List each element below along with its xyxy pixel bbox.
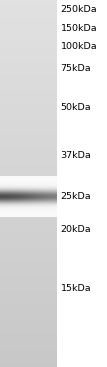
Text: 15kDa: 15kDa bbox=[60, 284, 91, 292]
Text: 37kDa: 37kDa bbox=[60, 152, 91, 160]
Text: 250kDa: 250kDa bbox=[60, 6, 97, 14]
Text: 50kDa: 50kDa bbox=[60, 103, 91, 112]
Text: 75kDa: 75kDa bbox=[60, 65, 91, 73]
Text: 20kDa: 20kDa bbox=[60, 225, 91, 234]
Text: 100kDa: 100kDa bbox=[60, 42, 97, 51]
Text: 25kDa: 25kDa bbox=[60, 192, 91, 201]
Text: 150kDa: 150kDa bbox=[60, 24, 97, 33]
